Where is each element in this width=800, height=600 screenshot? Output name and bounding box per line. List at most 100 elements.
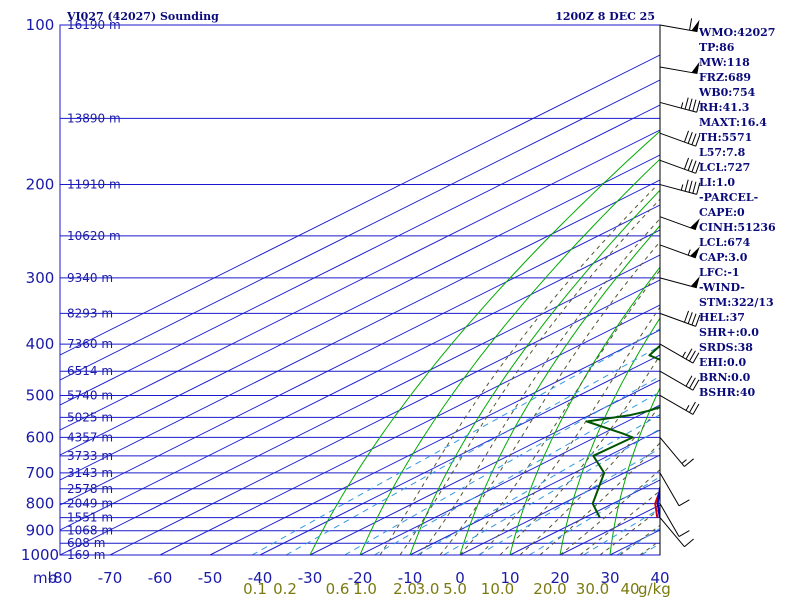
index-line: LCL:674 [699,236,751,249]
wind-barb-full [691,313,697,326]
wind-barb-full [684,538,694,548]
height-label: 11910 m [67,178,121,192]
pressure-tick-label: 300 [26,269,55,287]
wind-barb-pennant [690,246,700,258]
height-label: 4357 m [67,430,113,444]
series-dewpoint-line [585,344,660,519]
moist-adiabat-line [419,217,660,555]
index-line: LFC:-1 [699,266,740,279]
height-label: 10620 m [67,229,121,243]
wind-barb-shaft [659,159,696,174]
index-line: TH:5571 [699,131,752,144]
wind-barb-full [683,157,690,170]
wind-barb-full [687,312,693,324]
isotherm-line [60,154,660,456]
wind-barb-full [689,18,693,31]
wind-barb-pennant [691,61,700,74]
pressure-tick-label: 900 [26,522,55,540]
wind-barb-half [681,459,687,464]
height-label: 3143 m [67,466,113,480]
wind-barb-shaft [659,437,685,467]
isotherm-line [109,279,660,555]
isotherm-line [559,504,660,555]
index-line: -WIND- [699,281,745,294]
index-line: LCL:727 [699,161,750,174]
index-line: BSHR:40 [699,386,755,399]
mixing-ratio-label: 40 [620,580,639,598]
wind-barb-shaft [659,216,696,231]
temperature-tick-label: 40 [650,569,669,587]
wind-barb-shaft [659,312,696,327]
wind-barbs [659,18,701,555]
wind-barb-half [687,249,691,256]
wind-barb-shaft [659,343,694,364]
mixing-ratio-label: 1.0 [353,580,377,598]
wind-barb-full [683,310,690,323]
index-line: WMO:42027 [698,26,775,39]
moist-adiabat-line [519,404,660,555]
mixing-ratio-line [416,414,660,555]
isotherm-line [60,54,660,356]
index-line: WB0:754 [698,86,756,99]
grid-lines [60,25,660,555]
pressure-tick-label: 600 [26,428,55,446]
wind-barb-shaft [659,503,680,537]
wind-barb-shaft [659,517,685,548]
wind-barb-half [680,184,684,191]
wind-barb-pennant [690,276,700,288]
mixing-ratio-label: 0.6 [326,580,350,598]
index-line: MW:118 [699,56,750,69]
mixing-ratio-label: 5.0 [443,580,467,598]
moist-adiabat-line [579,490,660,555]
isotherm-line [60,179,660,481]
index-line: FRZ:689 [699,71,751,84]
wind-barb-shaft [659,132,696,147]
index-line: BRN:0.0 [699,371,751,384]
wind-barb-full [687,131,693,144]
index-line: STM:322/13 [699,296,774,309]
isotherm-line [60,104,660,406]
index-line: MAXT:16.4 [699,116,767,129]
dry-adiabat-line [459,224,660,555]
index-line: RH:41.3 [699,101,749,114]
isotherm-line [60,254,660,555]
height-label: 5740 m [67,388,113,402]
isotherm-line [409,429,660,555]
index-line: CAPE:0 [699,206,745,219]
height-label: 9340 m [67,271,113,285]
index-line: LI:1.0 [699,176,735,189]
index-line: CAP:3.0 [699,251,748,264]
isotherm-line [309,379,660,555]
height-label: 1551 m [67,511,113,525]
index-line: CINH:51236 [699,221,776,234]
wind-barb-full [684,179,689,192]
wind-barb-full [696,182,701,195]
wind-barb-full [685,348,693,360]
mixing-ratio-label: 2.0 [393,580,417,598]
dry-adiabat-line [609,386,660,555]
pressure-tick-label: 500 [26,386,55,404]
dry-adiabat-line [309,130,660,555]
mixing-ratio-line [443,428,660,555]
dry-adiabat-line [559,317,660,555]
sounding-series [585,344,660,519]
pressure-tick-label: 800 [26,495,55,513]
temperature-tick-label: -60 [148,569,173,587]
station-title: VI027 (42027) Sounding [66,10,219,23]
temperature-tick-label: -70 [98,569,123,587]
wind-barb-half [680,102,684,109]
dry-adiabat-line [409,189,660,555]
mixing-ratio-line [285,345,660,555]
wind-barb-full [689,401,696,413]
temperature-tick-label: 30 [600,569,619,587]
wind-barb-full [688,98,693,111]
wind-barb-full [691,160,697,173]
temperature-tick-label: -40 [248,569,273,587]
wind-barb-full [689,350,696,362]
height-label: 2578 m [67,482,113,496]
height-label: 1068 m [67,524,113,538]
dry-adiabat-line [509,266,660,555]
index-line: -PARCEL- [699,191,758,204]
